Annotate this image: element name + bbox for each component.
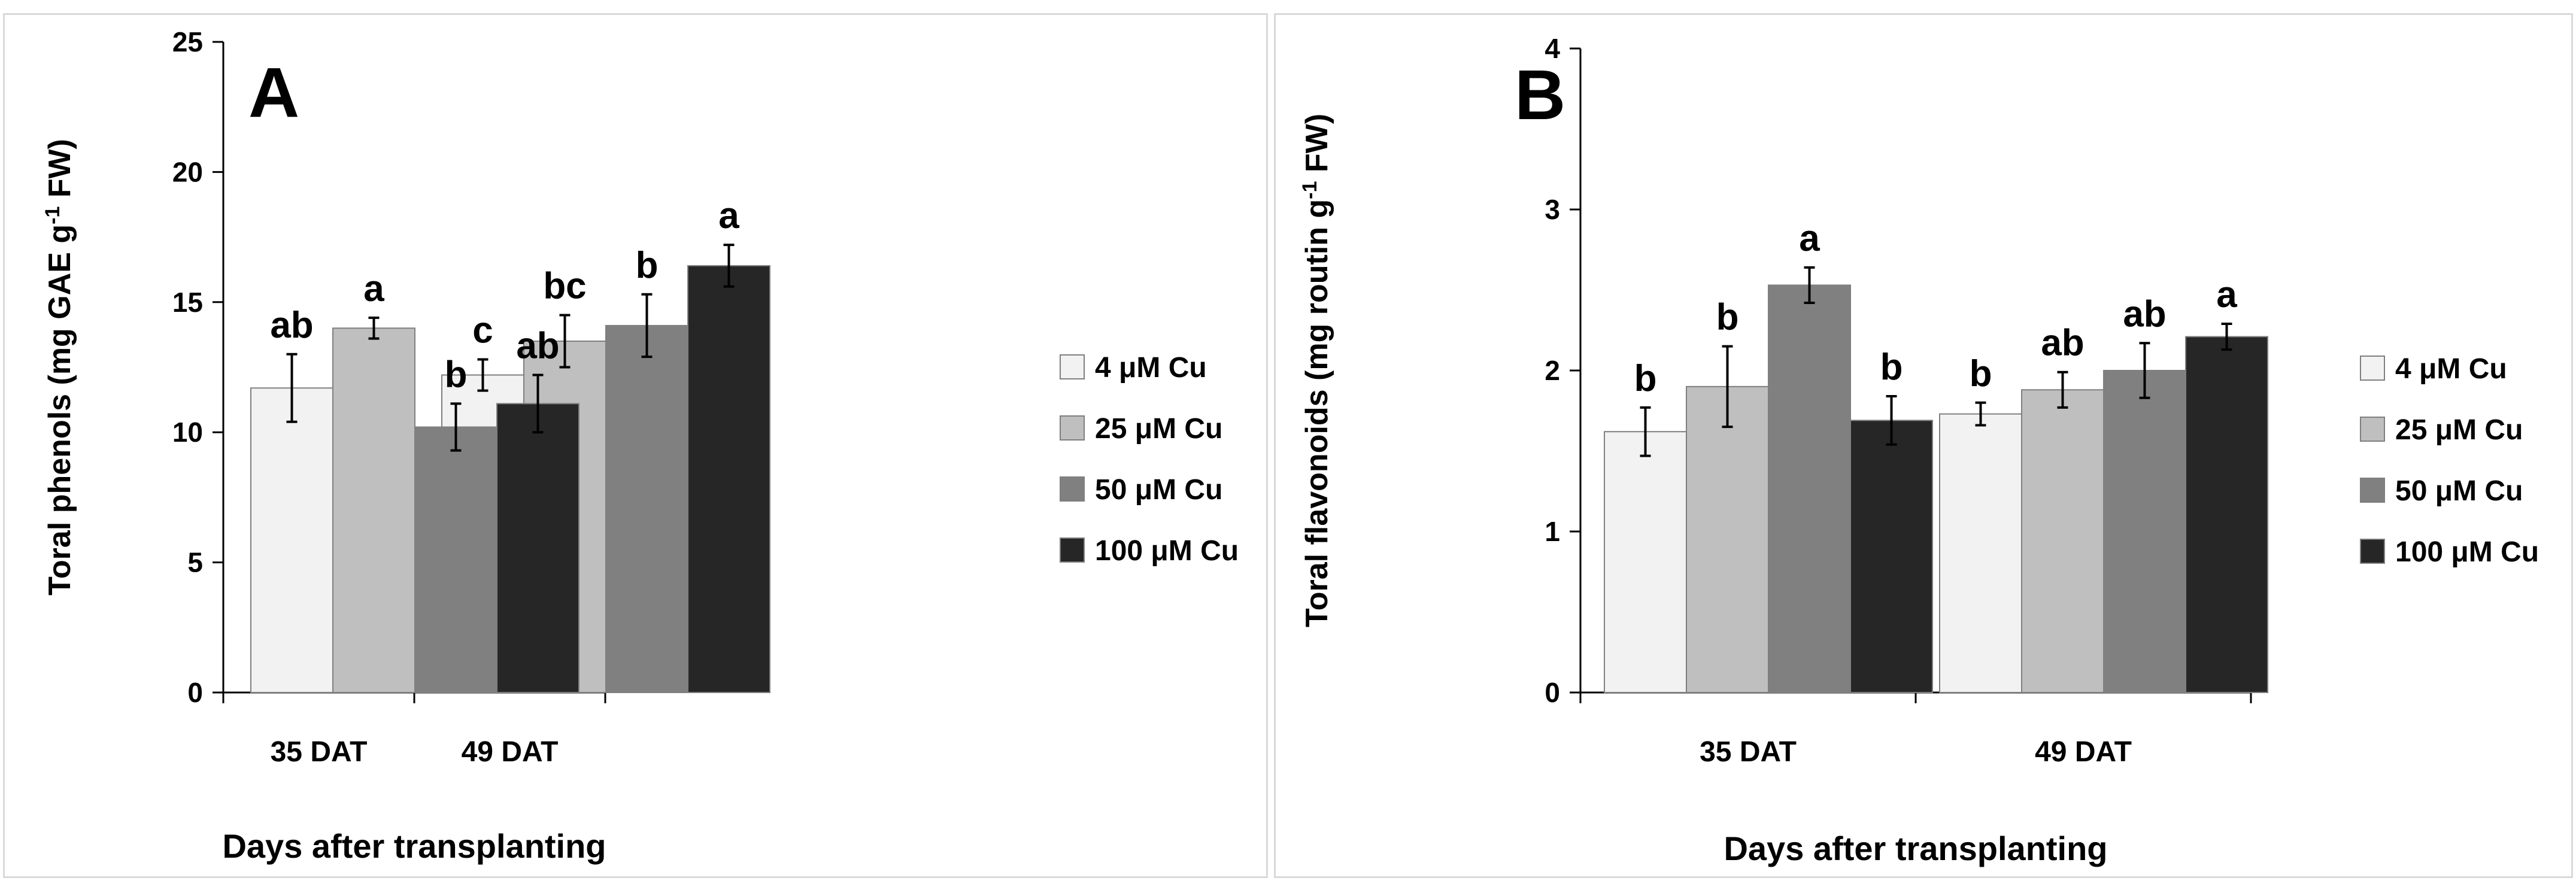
bar (605, 324, 688, 693)
legend-swatch (1060, 354, 1085, 379)
significance-letter: a (1799, 218, 1820, 259)
x-tick-label: 35 DAT (271, 736, 368, 768)
significance-letter: a (2216, 274, 2237, 315)
legend-swatch (1060, 476, 1085, 502)
x-tick-label: 49 DAT (462, 736, 559, 768)
x-tick-label: 35 DAT (1700, 736, 1797, 768)
bar (332, 327, 415, 693)
y-tick-label: 15 (172, 287, 203, 318)
y-tick-label: 3 (1545, 194, 1560, 225)
bar (1939, 413, 2022, 693)
bar (687, 265, 770, 694)
chart-b-svg: 0 1 2 3 4 35 DAT 49 DAT b b b ab a ab b a B Toral flavon… (1298, 33, 2539, 867)
legend-label: 50 μM Cu (1095, 474, 1222, 506)
y-tick-label: 25 (172, 26, 203, 57)
bar (1686, 385, 1769, 694)
legend-swatch (1060, 415, 1085, 441)
significance-letter: b (1970, 353, 1992, 394)
panel-label: B (1515, 56, 1565, 135)
legend-swatch (2360, 478, 2385, 503)
bar (496, 403, 579, 693)
bar (414, 426, 497, 694)
y-tick-label: 5 (187, 547, 203, 578)
y-tick-label: 0 (187, 677, 203, 708)
legend-label: 4 μM Cu (1095, 352, 1207, 384)
bar (1604, 431, 1687, 693)
y-axis-title-end: FW) (43, 139, 77, 206)
legend-label: 25 μM Cu (2395, 414, 2523, 446)
significance-letter: b (1880, 347, 1903, 388)
legend-label: 50 μM Cu (2395, 475, 2523, 507)
y-tick-label: 4 (1545, 33, 1560, 64)
legend-label: 100 μM Cu (1095, 535, 1239, 567)
significance-letter: a (363, 268, 384, 309)
significance-letter: c (472, 309, 493, 351)
y-tick-label: 10 (172, 417, 203, 448)
legend-swatch (2360, 539, 2385, 564)
bar (1850, 420, 1933, 693)
y-axis-title-end: FW) (1300, 114, 1334, 181)
significance-letter: ab (2041, 323, 2084, 364)
legend-label: 100 μM Cu (2395, 536, 2539, 568)
y-tick-label: 0 (1545, 677, 1560, 708)
bar (2021, 389, 2104, 694)
y-axis-title-sup: -1 (1298, 181, 1321, 199)
y-axis-title-main: Toral phenols (mg GAE g (43, 224, 77, 596)
bar (250, 387, 333, 693)
legend-label: 25 μM Cu (1095, 413, 1222, 445)
significance-letter: ab (516, 326, 559, 367)
y-axis-title: Toral flavonoids (mg routin g-1 FW) (1298, 114, 1334, 627)
chart-panel-a: 0 5 10 15 20 25 35 DAT 49 DAT ab c a bc b b ab a A Toral … (3, 13, 1268, 878)
significance-letter: ab (270, 305, 313, 346)
bar (1768, 284, 1851, 693)
significance-letter: a (718, 195, 739, 236)
y-axis-title-sup: -1 (41, 206, 64, 224)
significance-letter: b (636, 245, 659, 286)
significance-letter: ab (2123, 293, 2166, 335)
panel-label: A (248, 53, 299, 132)
significance-letter: bc (543, 266, 586, 307)
significance-letter: b (1716, 297, 1739, 338)
y-tick-label: 2 (1545, 355, 1560, 386)
chart-panel-b: 0 1 2 3 4 35 DAT 49 DAT b b b ab a ab b a B Toral flavon… (1274, 13, 2573, 878)
legend-swatch (2360, 417, 2385, 442)
significance-letter: b (445, 354, 468, 395)
bar (2103, 370, 2186, 693)
legend-swatch (2360, 356, 2385, 381)
x-axis-title: Days after transplanting (222, 827, 606, 865)
significance-letter: b (1634, 358, 1657, 399)
y-tick-label: 20 (172, 156, 203, 187)
legend-label: 4 μM Cu (2395, 353, 2507, 385)
y-axis-title-main: Toral flavonoids (mg routin g (1300, 199, 1334, 627)
legend-swatch (1060, 537, 1085, 563)
x-axis-title: Days after transplanting (1724, 830, 2107, 867)
y-tick-label: 1 (1545, 516, 1560, 547)
y-axis-title: Toral phenols (mg GAE g-1 FW) (41, 139, 77, 596)
bar (2185, 336, 2268, 693)
x-tick-label: 49 DAT (2035, 736, 2132, 768)
